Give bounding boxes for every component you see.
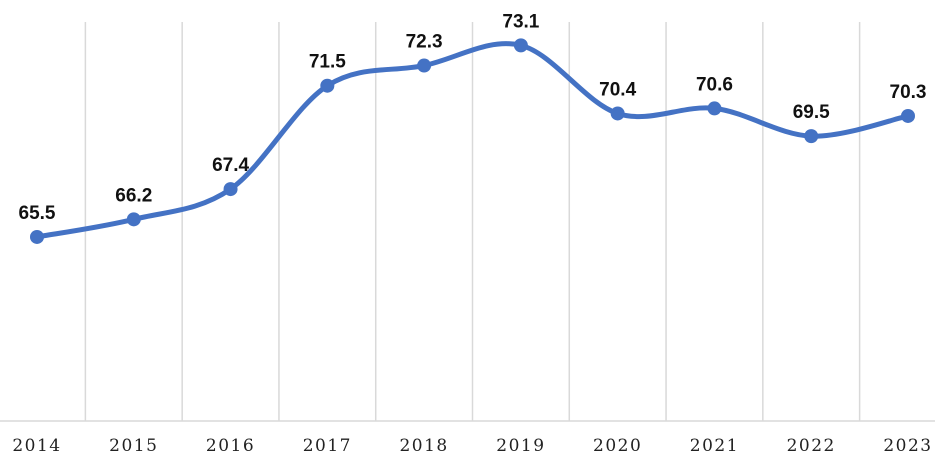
- x-tick-2019: 2019: [496, 436, 545, 456]
- x-tick-2020: 2020: [593, 436, 642, 456]
- x-tick-2021: 2021: [690, 436, 739, 456]
- x-tick-2014: 2014: [12, 436, 61, 456]
- data-label-2016: 67.4: [212, 155, 249, 176]
- x-tick-2017: 2017: [303, 436, 352, 456]
- data-point-2017: [320, 78, 335, 93]
- data-label-2018: 72.3: [406, 32, 443, 53]
- x-tick-2016: 2016: [206, 436, 255, 456]
- data-point-2023: [901, 108, 915, 123]
- data-point-2016: [223, 182, 238, 197]
- data-point-2020: [610, 106, 625, 121]
- data-point-2018: [417, 58, 432, 73]
- x-axis-ticks: 2014 2015 2016 2017 2018 2019 2020 2021 2022 2023: [12, 436, 932, 456]
- data-points: [30, 38, 915, 244]
- x-tick-2018: 2018: [399, 436, 448, 456]
- data-point-2014: [30, 229, 44, 244]
- series-line: [34, 41, 911, 240]
- data-label-2021: 70.6: [696, 74, 733, 95]
- data-point-2019: [513, 38, 528, 53]
- data-labels: 65.5 66.2 67.4 71.5 72.3 73.1 70.4 70.6 69.5 70.3: [19, 11, 927, 224]
- data-point-2021: [707, 101, 722, 116]
- data-label-2020: 70.4: [599, 79, 636, 100]
- x-tick-2015: 2015: [109, 436, 158, 456]
- data-label-2023: 70.3: [890, 82, 927, 103]
- data-label-2014: 65.5: [19, 203, 56, 224]
- x-tick-2023: 2023: [883, 436, 932, 456]
- data-label-2017: 71.5: [309, 52, 346, 73]
- data-label-2022: 69.5: [793, 102, 830, 123]
- data-point-2022: [804, 129, 819, 144]
- data-label-2019: 73.1: [502, 11, 539, 32]
- gridlines: [0, 22, 935, 422]
- series: [34, 41, 911, 240]
- data-point-2015: [126, 212, 141, 227]
- data-label-2015: 66.2: [115, 185, 152, 206]
- x-tick-2022: 2022: [787, 436, 836, 456]
